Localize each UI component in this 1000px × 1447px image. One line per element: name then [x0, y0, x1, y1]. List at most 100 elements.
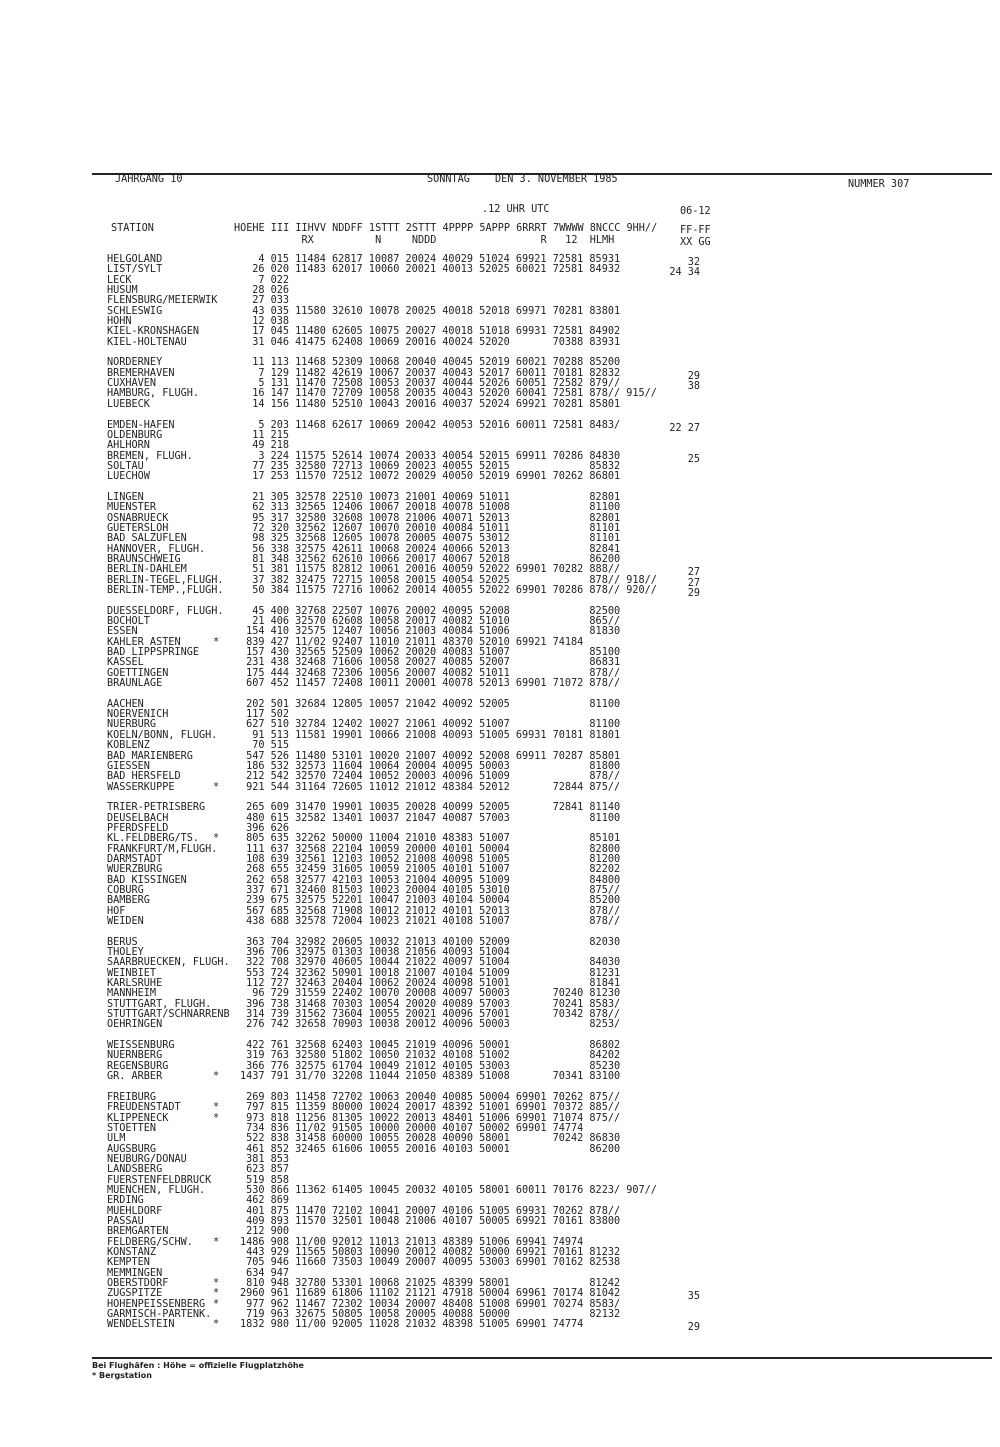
cell-station-index: 038 — [270, 316, 290, 328]
cell-hoehe: 973 — [246, 1112, 265, 1124]
cell-code-group: 11480 — [295, 326, 326, 338]
cell-code-group: 878// — [589, 771, 621, 783]
cell-station-index: 438 — [270, 657, 290, 669]
cell-hoehe: 719 — [246, 1309, 265, 1321]
row-codes: 977 962 11467 72302 10034 20007 48408 51008 6990… — [240, 1298, 620, 1310]
cell-station-index: 706 — [270, 947, 290, 959]
cell-code-group: 10067 — [368, 367, 400, 379]
cell-hoehe: 49 — [252, 440, 265, 452]
station-name: AHLHORN — [107, 440, 150, 452]
cell-code-group: 40103 — [442, 1143, 473, 1155]
cell-code-group: 72581 — [552, 419, 584, 431]
cell-code-group: 915// — [626, 388, 657, 400]
station-name: KLIPPENECK — [107, 1112, 169, 1124]
cell-code-group: 11604 — [331, 760, 363, 772]
cell-code-group: 71072 — [552, 678, 584, 690]
cell-code-group: 12402 — [331, 719, 363, 731]
cell-code-group: 58001 — [479, 1133, 510, 1145]
cell-station-index: 615 — [270, 812, 290, 824]
station-name: STOETTEN — [107, 1122, 157, 1134]
row-codes: 3 224 11575 52614 10074 20033 40054 52015 69911 7… — [240, 451, 620, 462]
cell-code-group: 51007 — [479, 833, 510, 845]
cell-code-group: 51011 — [479, 522, 510, 534]
cell-hoehe: 4 — [258, 254, 265, 265]
cell-code-group: 72702 — [331, 1091, 363, 1103]
cell-code-group: 40099 — [442, 802, 473, 814]
cell-code-group: 32575 — [295, 1060, 326, 1072]
table-row: TRIER-PETRISBERG 265 609 31470 19901 10035 200… — [0, 802, 1000, 814]
cell-code-group: 879// — [589, 378, 621, 390]
row-codes: 337 671 32460 81503 10023 20004 40105 53010 875/… — [240, 885, 620, 896]
row-codes: 973 818 11256 81305 10022 20013 48401 51006 6990… — [240, 1112, 620, 1124]
cell-code-group: 61806 — [331, 1288, 363, 1300]
cell-hoehe: 438 — [246, 916, 265, 927]
row-codes: 31 046 41475 62408 10069 20016 40024 52020 70388… — [240, 337, 620, 348]
cell-code-group: 10078 — [368, 512, 400, 524]
cell-code-group: 21003 — [405, 895, 437, 907]
cell-code-group: 61606 — [331, 1143, 363, 1155]
cell-code-group: 32362 — [295, 967, 326, 979]
cell-hoehe: 212 — [246, 771, 265, 783]
cell-code-group: 20017 — [405, 1102, 437, 1114]
cell-code-group: 48370 — [442, 636, 473, 648]
row-codes: 810 948 32780 53301 10068 21025 48399 58001 8124… — [240, 1278, 620, 1289]
station-name: ULM — [107, 1133, 126, 1145]
cell-hoehe: 27 — [252, 295, 265, 307]
row-codes: 567 685 32568 71908 10012 21012 40101 52013 878/… — [240, 906, 620, 917]
cell-code-group: 21007 — [405, 967, 437, 979]
cell-code-group: 82801 — [589, 491, 621, 503]
cell-code-group: 10058 — [368, 657, 400, 669]
row-codes: 212 542 32570 72404 10052 20003 40096 51009 878/… — [240, 771, 621, 783]
cell-code-group: 20042 — [405, 419, 437, 431]
cell-code-group: 8253/ — [589, 1019, 621, 1031]
cell-code-group: 50003 — [479, 1019, 510, 1031]
station-name: BERUS — [107, 936, 138, 948]
cell-code-group: 72302 — [331, 1298, 363, 1310]
cell-station-index: 708 — [270, 957, 290, 969]
row-codes: 547 526 11480 53101 10020 21007 40092 52008 6991… — [240, 751, 620, 762]
cell-code-group: 52020 — [479, 388, 510, 400]
cell-code-group: 40043 — [442, 388, 473, 400]
cell-code-group: 32570 — [295, 616, 326, 628]
cell-code-group: 69901 — [515, 1091, 547, 1103]
cell-code-group: 20015 — [405, 574, 437, 586]
cell-code-group: 70341 — [552, 1071, 584, 1083]
station-name: KIEL-HOLTENAU — [107, 336, 187, 348]
cell-code-group: 52026 — [479, 378, 510, 390]
cell-code-group: 69921 — [515, 636, 547, 648]
cell-code-group: 32580 — [295, 512, 326, 524]
cell-code-group: 878// — [589, 678, 621, 690]
cell-hoehe: 14 — [252, 398, 265, 410]
cell-code-group: 52005 — [479, 698, 510, 710]
station-name: GIESSEN — [107, 760, 150, 772]
cell-code-group: 50001 — [479, 1040, 510, 1052]
cell-station-index: 635 — [270, 833, 290, 845]
row-codes: 705 946 11660 73503 10049 20007 40095 53003 6990… — [240, 1257, 620, 1268]
cell-hoehe: 62 — [252, 502, 265, 514]
cell-code-group: 20007 — [405, 1205, 437, 1217]
table-row: FREUDENSTADT * 797 815 11359 80000 10024 20017 4… — [0, 1102, 1000, 1114]
cell-station-index: 853 — [270, 1153, 290, 1165]
cell-hoehe: 396 — [246, 947, 265, 959]
row-codes: 51 381 11575 82812 10061 20016 40059 52022 69901… — [240, 564, 620, 575]
cell-code-group: 72512 — [331, 471, 363, 483]
cell-code-group: 50901 — [331, 967, 363, 979]
cell-code-group: 70281 — [552, 398, 584, 410]
cell-code-group: 40018 — [442, 305, 473, 317]
cell-code-group: 907// — [626, 1184, 657, 1196]
cell-code-group: 13401 — [331, 812, 363, 824]
station-name: NEUBURG/DONAU — [107, 1153, 187, 1165]
station-name: LIST/SYLT — [107, 264, 163, 276]
row-codes: 262 658 32577 42103 10053 21004 40095 51009 8480… — [240, 875, 620, 886]
cell-code-group: 10058 — [368, 616, 400, 628]
cell-hoehe: 81 — [252, 553, 265, 565]
cell-code-group: 21032 — [405, 1319, 437, 1331]
cell-code-group: 20037 — [405, 378, 437, 390]
cell-code-group: 21032 — [405, 1050, 437, 1062]
cell-station-index: 738 — [270, 998, 290, 1010]
cell-code-group: 40106 — [442, 1205, 473, 1217]
cell-code-group: 86801 — [589, 471, 621, 483]
cell-code-group: 10076 — [368, 605, 400, 617]
cell-code-group: 8583/ — [589, 998, 621, 1010]
cell-code-group: 11/02 — [295, 1122, 326, 1134]
